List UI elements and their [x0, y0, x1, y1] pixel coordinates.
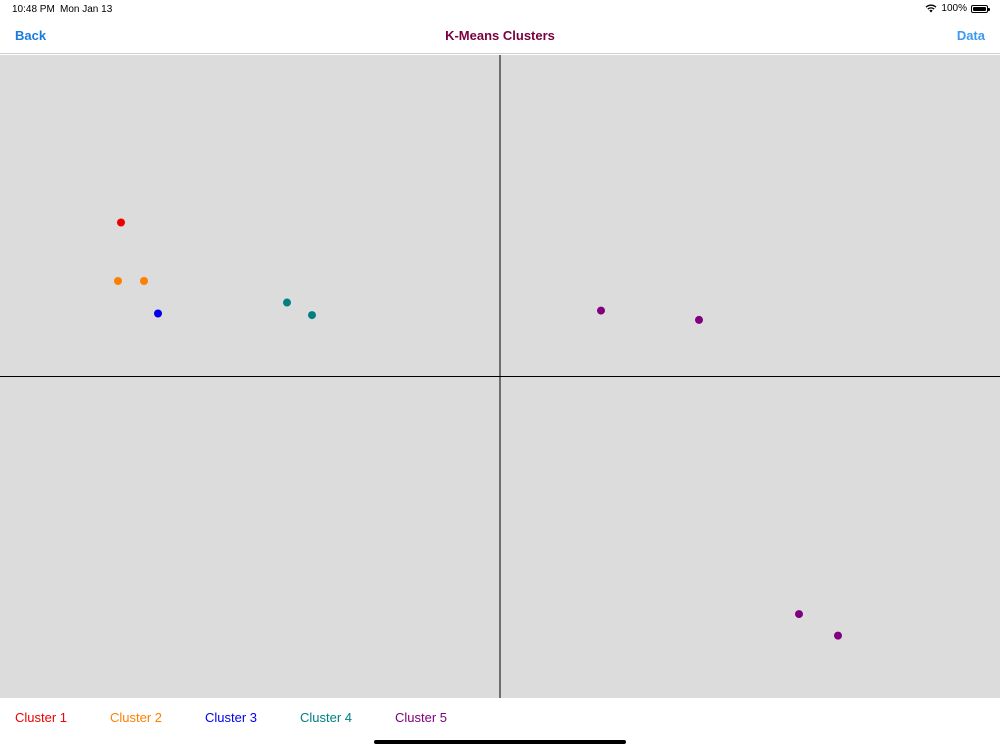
- legend: Cluster 1 Cluster 2 Cluster 3 Cluster 4 Clus…: [15, 710, 490, 726]
- battery-fill: [973, 6, 986, 11]
- status-date: Mon Jan 13: [60, 4, 113, 15]
- scatter-chart: [0, 55, 1000, 698]
- legend-item-cluster-1: Cluster 1: [15, 710, 68, 725]
- home-indicator: [374, 740, 626, 744]
- cluster-1-point-1: [117, 218, 125, 227]
- battery-icon: [971, 4, 990, 13]
- cluster-4-point-1: [283, 298, 291, 307]
- cluster-3-point-1: [154, 309, 162, 318]
- nav-bar: Back K-Means Clusters Data: [0, 18, 1000, 54]
- legend-item-cluster-4: Cluster 4: [300, 710, 353, 725]
- back-button[interactable]: Back: [15, 28, 47, 43]
- page-title: K-Means Clusters: [445, 28, 555, 43]
- cluster-5-point-4: [834, 631, 842, 640]
- legend-item-cluster-3: Cluster 3: [205, 710, 258, 725]
- cluster-2-point-1: [114, 277, 122, 286]
- cluster-5-point-1: [597, 306, 605, 315]
- legend-item-cluster-2: Cluster 2: [110, 710, 163, 725]
- battery-percent: 100%: [941, 3, 967, 14]
- cluster-plot: [0, 55, 1000, 698]
- cluster-5-point-3: [795, 610, 803, 619]
- cluster-4-point-2: [308, 311, 316, 320]
- legend-item-cluster-5: Cluster 5: [395, 710, 448, 725]
- status-bar: 10:48 PM Mon Jan 13 100%: [0, 0, 1000, 18]
- cluster-5-point-2: [695, 315, 703, 324]
- status-time: 10:48 PM: [12, 4, 55, 15]
- status-right: 100%: [925, 3, 990, 14]
- data-button[interactable]: Data: [956, 28, 985, 43]
- cluster-2-point-2: [140, 277, 148, 286]
- wifi-icon: [925, 4, 937, 13]
